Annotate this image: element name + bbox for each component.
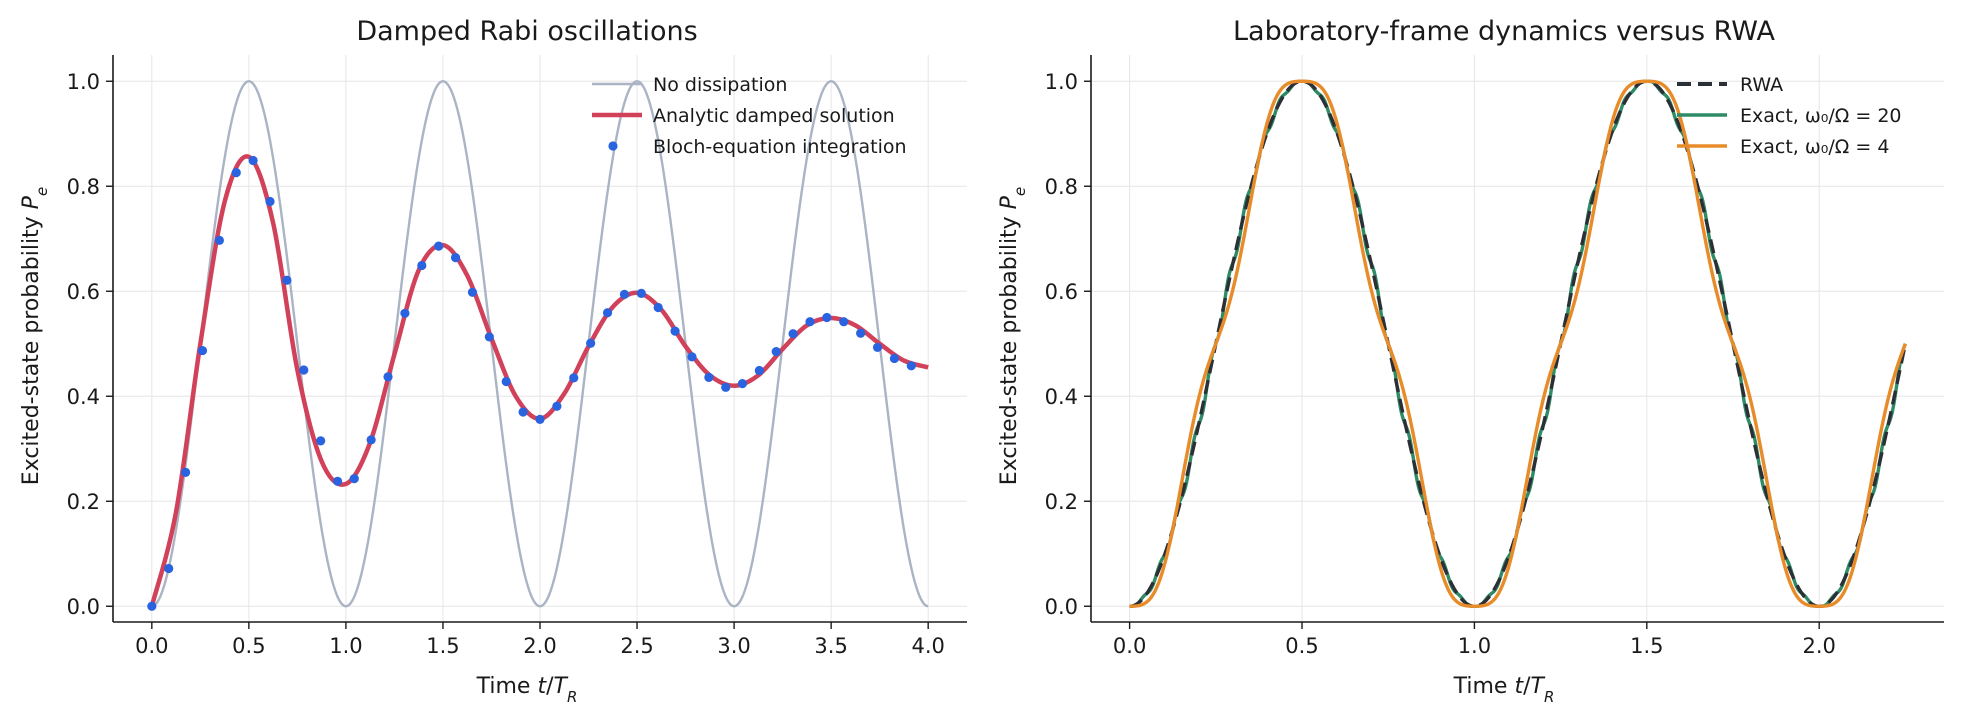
right-y-axis-label: Excited-state probability Pe (997, 187, 1029, 485)
left-y-axis-label: Excited-state probability Pe (19, 187, 51, 485)
left-grid (113, 55, 967, 622)
bloch-marker (771, 347, 781, 357)
bloch-marker (197, 345, 208, 356)
bloch-marker (856, 328, 866, 338)
x-tick-label: 4.0 (911, 634, 944, 658)
bloch-marker (484, 332, 494, 342)
bloch-marker (619, 289, 630, 299)
bloch-marker (467, 287, 478, 297)
right-grid (1091, 55, 1944, 622)
bloch-marker (400, 308, 410, 318)
bloch-marker (282, 275, 292, 285)
bloch-marker (265, 196, 275, 207)
y-tick-label: 0.2 (67, 490, 100, 514)
bloch-marker (569, 373, 579, 383)
x-tick-label: 1.0 (329, 634, 362, 658)
bloch-marker (299, 365, 309, 375)
legend-label-rwa: RWA (1740, 74, 1783, 96)
bloch-marker (231, 168, 241, 178)
y-tick-label: 0.0 (67, 595, 100, 619)
bloch-marker (417, 260, 427, 271)
bloch-marker (383, 372, 393, 382)
bloch-marker (180, 467, 191, 477)
bloch-marker (687, 352, 697, 362)
bloch-marker (839, 317, 849, 327)
x-tick-label: 2.0 (1802, 634, 1835, 658)
bloch-marker (670, 326, 680, 336)
x-tick-label: 2.0 (523, 634, 556, 658)
bloch-marker (754, 365, 764, 376)
y-tick-label: 0.0 (1045, 595, 1078, 619)
x-tick-label: 0.5 (1285, 634, 1318, 658)
y-tick-label: 0.8 (67, 175, 100, 199)
x-tick-label: 0.0 (1113, 634, 1146, 658)
y-tick-label: 1.0 (1045, 70, 1078, 94)
legend-marker-bloch (608, 141, 618, 151)
bloch-marker (653, 302, 663, 313)
legend-label-bloch: Bloch-equation integration (653, 136, 907, 158)
x-tick-label: 3.5 (814, 634, 847, 658)
bloch-marker (366, 435, 376, 445)
bloch-marker (214, 235, 224, 245)
series-analytic-damped (149, 154, 929, 607)
bloch-marker (704, 372, 714, 382)
y-tick-label: 0.6 (1045, 280, 1078, 304)
bloch-marker (164, 563, 174, 574)
bloch-marker (434, 241, 444, 251)
left-chart-title: Damped Rabi oscillations (356, 16, 697, 47)
bloch-marker (788, 329, 798, 339)
x-tick-label: 0.5 (232, 634, 265, 658)
right-series (1129, 79, 1908, 608)
right-legend: RWA Exact, ω₀/Ω = 20 Exact, ω₀/Ω = 4 (1677, 74, 1902, 158)
series-exact-4 (1129, 79, 1907, 608)
right-chart-title: Laboratory-frame dynamics versus RWA (1233, 16, 1775, 47)
right-panel: Laboratory-frame dynamics versus RWA Tim… (997, 16, 1944, 706)
left-ticks: 0.0 0.5 1.0 1.5 2.0 2.5 3.0 3.5 4.0 0.0 0.2 0.4 0.6 0… (67, 70, 945, 658)
bloch-marker (316, 436, 326, 446)
bloch-marker (501, 376, 511, 387)
bloch-marker (822, 312, 832, 323)
x-tick-label: 0.0 (135, 634, 168, 658)
bloch-marker (552, 401, 562, 411)
bloch-marker (248, 155, 258, 166)
bloch-marker (349, 474, 359, 484)
bloch-marker (906, 361, 916, 371)
x-tick-label: 1.0 (1458, 634, 1491, 658)
right-ticks: 0.0 0.5 1.0 1.5 2.0 0.0 0.2 0.4 0.6 0.8 1.0 (1045, 70, 1836, 658)
x-tick-label: 1.5 (1630, 634, 1663, 658)
bloch-marker (889, 353, 900, 364)
bloch-marker (805, 317, 815, 327)
bloch-marker (721, 382, 731, 392)
y-tick-label: 0.4 (67, 385, 100, 409)
x-tick-label: 1.5 (426, 634, 459, 658)
bloch-marker (147, 601, 157, 611)
bloch-marker (332, 476, 343, 486)
x-tick-label: 2.5 (620, 634, 653, 658)
y-tick-label: 1.0 (67, 70, 100, 94)
bloch-marker (872, 342, 883, 353)
bloch-marker (586, 338, 596, 348)
y-tick-label: 0.2 (1045, 490, 1078, 514)
bloch-marker (450, 253, 461, 263)
y-tick-label: 0.8 (1045, 175, 1078, 199)
legend-label-analytic: Analytic damped solution (653, 105, 895, 127)
bloch-marker (535, 414, 545, 424)
legend-label-no-dissipation: No dissipation (653, 74, 787, 96)
series-no-dissipation (151, 80, 929, 608)
right-x-axis-label: Time t/TR (1453, 674, 1555, 706)
bloch-marker (518, 407, 528, 417)
bloch-marker (602, 308, 613, 318)
left-panel: Damped Rabi oscillations Time t/TR Excit… (19, 16, 967, 706)
y-tick-label: 0.6 (67, 280, 100, 304)
legend-label-exact-20: Exact, ω₀/Ω = 20 (1740, 105, 1902, 127)
left-legend: No dissipation Analytic damped solution … (592, 74, 907, 158)
bloch-marker (737, 379, 748, 389)
x-tick-label: 3.0 (717, 634, 750, 658)
bloch-marker (636, 288, 646, 298)
left-x-axis-label: Time t/TR (476, 674, 578, 706)
y-tick-label: 0.4 (1045, 385, 1078, 409)
legend-label-exact-4: Exact, ω₀/Ω = 4 (1740, 136, 1889, 158)
left-series (147, 80, 929, 611)
